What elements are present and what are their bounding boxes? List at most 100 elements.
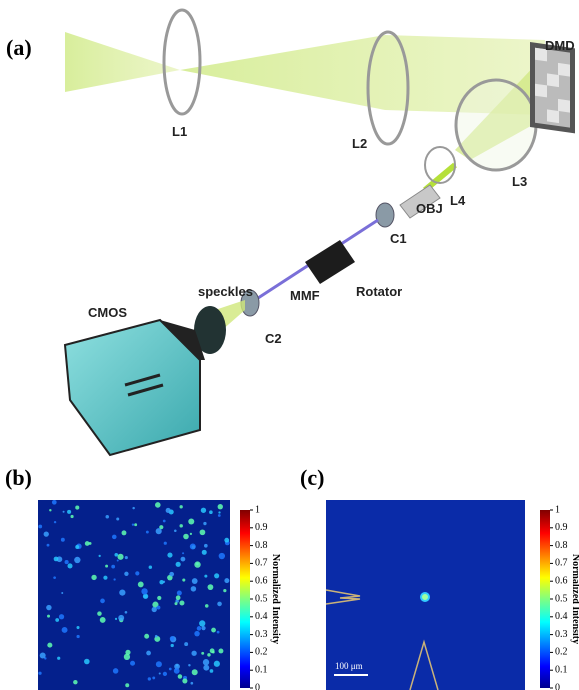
speckle bbox=[76, 635, 79, 638]
colorbar-tick-label: 0.7 bbox=[255, 558, 268, 569]
speckle bbox=[179, 600, 184, 605]
speckle bbox=[194, 631, 199, 636]
speckle bbox=[62, 627, 68, 633]
speckle bbox=[191, 586, 197, 592]
speckle bbox=[40, 652, 46, 658]
speckle bbox=[91, 575, 96, 580]
speckle bbox=[184, 642, 188, 646]
colorbar-title: Normalized Intensity bbox=[570, 554, 579, 644]
speckle bbox=[156, 661, 162, 667]
speckle bbox=[125, 556, 128, 559]
colorbar-tick-label: 0.6 bbox=[255, 575, 268, 586]
speckle bbox=[180, 505, 183, 508]
speckle bbox=[178, 674, 183, 679]
speckle bbox=[122, 530, 127, 535]
panel-label: (a) bbox=[6, 35, 32, 60]
speckle bbox=[134, 523, 137, 526]
speckle bbox=[217, 631, 220, 634]
speckle bbox=[170, 636, 175, 641]
coupler bbox=[376, 203, 394, 227]
component-label: DMD bbox=[545, 38, 575, 53]
speckle bbox=[61, 592, 63, 594]
speckle bbox=[138, 581, 144, 587]
speckle bbox=[97, 611, 102, 616]
panel-label: (c) bbox=[300, 465, 324, 490]
speckle bbox=[65, 560, 69, 564]
speckle bbox=[115, 618, 117, 620]
colorbar-tick-label: 0.4 bbox=[555, 611, 568, 622]
speckle bbox=[106, 515, 110, 519]
component-label: speckles bbox=[198, 284, 253, 299]
speckle bbox=[105, 565, 108, 568]
component-label: C1 bbox=[390, 231, 407, 246]
speckle bbox=[171, 644, 174, 647]
colorbar bbox=[240, 510, 250, 688]
colorbar-tick-label: 0.8 bbox=[555, 540, 568, 551]
speckle bbox=[203, 659, 209, 665]
speckle bbox=[63, 511, 65, 513]
speckle bbox=[54, 557, 59, 562]
speckle bbox=[205, 604, 209, 608]
speckle bbox=[113, 578, 115, 580]
speckle bbox=[159, 580, 163, 584]
speckle bbox=[169, 572, 174, 577]
speckle bbox=[200, 529, 206, 535]
speckle bbox=[75, 545, 79, 549]
rotator bbox=[305, 240, 355, 284]
speckle bbox=[202, 550, 207, 555]
speckle bbox=[224, 538, 229, 543]
component-label: MMF bbox=[290, 288, 320, 303]
speckle bbox=[44, 531, 49, 536]
speckle bbox=[130, 661, 135, 666]
speckle bbox=[135, 571, 139, 575]
speckle bbox=[53, 576, 56, 579]
speckle bbox=[112, 535, 117, 540]
speckle bbox=[67, 510, 71, 514]
component-label: L1 bbox=[172, 124, 187, 139]
figure: (a) L1L2DMDL3L4OBJC1RotatorMMFspecklesC2… bbox=[0, 0, 579, 690]
speckle bbox=[125, 611, 128, 614]
speckle bbox=[201, 508, 206, 513]
speckle bbox=[38, 672, 41, 675]
speckle bbox=[119, 589, 125, 595]
speckle bbox=[188, 664, 190, 666]
colorbar-tick-label: 0.8 bbox=[255, 540, 268, 551]
speckle bbox=[157, 596, 161, 600]
colorbar-tick-label: 0.3 bbox=[255, 629, 268, 640]
colorbar-title: Normalized Intensity bbox=[270, 554, 281, 644]
component-label: CMOS bbox=[88, 305, 127, 320]
speckle bbox=[76, 626, 79, 629]
speckle bbox=[117, 554, 123, 560]
colorbar-tick-label: 0.6 bbox=[555, 575, 568, 586]
dmd bbox=[530, 42, 575, 133]
speckle bbox=[218, 511, 220, 513]
component-label: OBJ bbox=[416, 201, 443, 216]
colorbar-tick-label: 0.9 bbox=[555, 522, 568, 533]
speckle bbox=[166, 508, 171, 513]
speckle bbox=[124, 572, 128, 576]
lens bbox=[456, 80, 536, 170]
speckle bbox=[219, 553, 225, 559]
speckle bbox=[217, 602, 222, 607]
speckle bbox=[174, 602, 177, 605]
speckle bbox=[210, 648, 215, 653]
colorbar-tick-label: 0 bbox=[255, 682, 260, 690]
speckle bbox=[223, 589, 226, 592]
speckle bbox=[191, 651, 196, 656]
speckle bbox=[218, 504, 223, 509]
setup-illustration bbox=[65, 10, 575, 455]
colorbar-tick-label: 0.7 bbox=[555, 558, 568, 569]
component-label: L2 bbox=[352, 136, 367, 151]
colorbar-tick-label: 0 bbox=[555, 682, 560, 690]
speckle bbox=[203, 522, 206, 525]
speckle bbox=[163, 520, 166, 523]
speckle bbox=[204, 544, 208, 548]
speckle bbox=[84, 659, 90, 665]
speckle bbox=[100, 599, 105, 604]
speckle bbox=[74, 557, 80, 563]
speckle bbox=[191, 682, 194, 685]
speckle bbox=[146, 651, 151, 656]
speckle bbox=[116, 517, 119, 520]
scale-bar-label: 100 μm bbox=[335, 661, 363, 671]
speckle bbox=[214, 661, 220, 667]
